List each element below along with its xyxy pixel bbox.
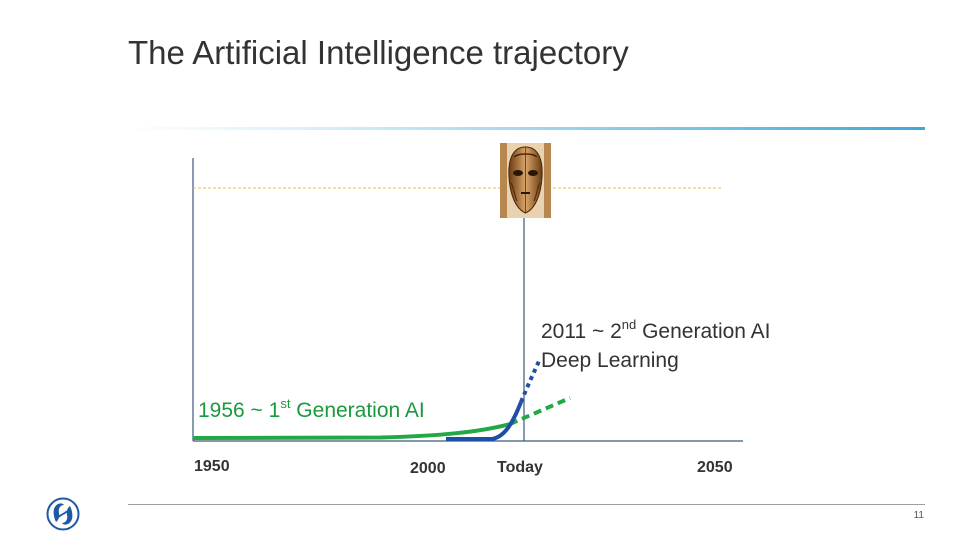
page-number: 11	[913, 510, 924, 521]
first-gen-projection	[509, 396, 571, 426]
second-gen-label: 2011 ~ 2nd Generation AI Deep Learning	[541, 317, 771, 375]
robot-head-icon	[500, 143, 551, 218]
second-gen-label-suffix: Generation AI	[636, 320, 771, 343]
first-gen-label-sup: st	[280, 396, 291, 411]
second-gen-projection	[519, 358, 542, 403]
ge-logo-icon	[46, 497, 80, 531]
tick-2050: 2050	[697, 459, 733, 476]
tick-1950: 1950	[194, 458, 230, 475]
first-gen-label-suffix: Generation AI	[290, 399, 425, 422]
tick-today: Today	[497, 459, 543, 476]
second-gen-label-sup: nd	[621, 317, 637, 332]
tick-2000: 2000	[410, 460, 446, 477]
first-gen-curve	[192, 422, 511, 440]
second-gen-label-prefix: 2011 ~ 2	[541, 320, 622, 343]
slide-title: The Artificial Intelligence trajectory	[128, 34, 629, 71]
title-divider	[128, 127, 925, 130]
first-gen-label: 1956 ~ 1st Generation AI	[198, 396, 425, 425]
first-gen-label-prefix: 1956 ~ 1	[198, 399, 281, 422]
second-gen-curve	[446, 401, 523, 441]
footer-divider	[128, 504, 925, 505]
second-gen-label-line2: Deep Learning	[541, 349, 679, 372]
